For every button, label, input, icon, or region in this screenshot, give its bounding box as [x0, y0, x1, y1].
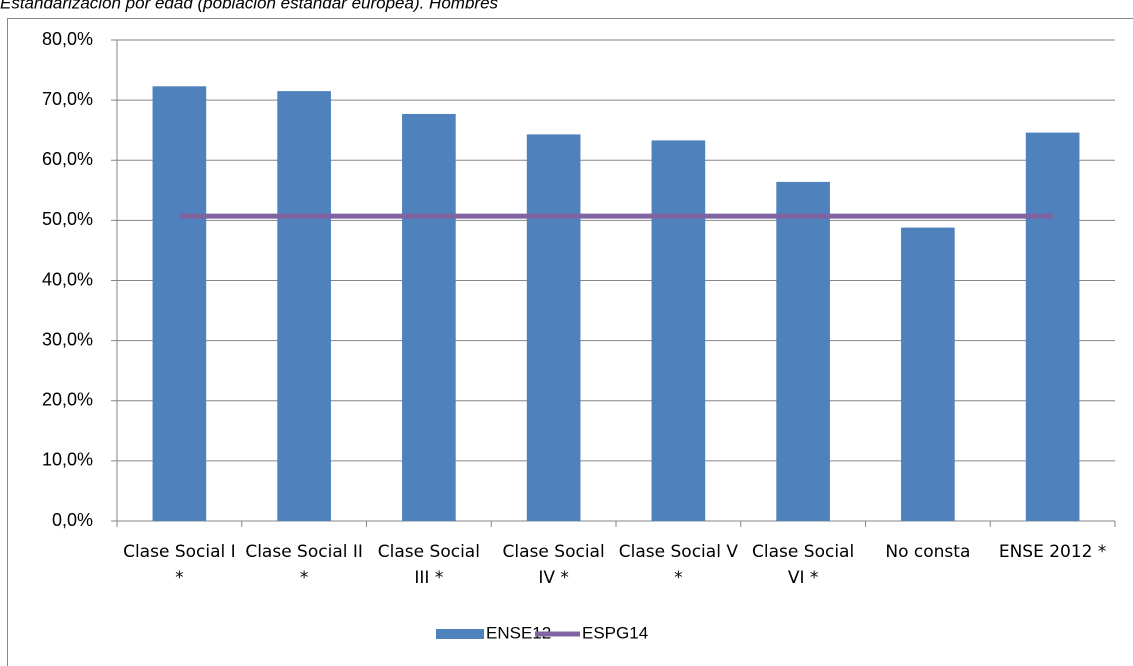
x-tick-label: Clase Social IV * — [502, 542, 605, 588]
bar — [776, 181, 830, 521]
legend-swatch — [436, 629, 484, 639]
x-tick-label: No consta — [885, 542, 971, 562]
y-tick-label: 50,0% — [42, 209, 93, 229]
y-tick-label: 20,0% — [42, 390, 93, 410]
x-tick-label: Clase Social III * — [377, 542, 480, 588]
bar — [901, 227, 955, 521]
x-tick-label: Clase Social VI * — [752, 542, 855, 588]
x-tick-label: Clase Social V * — [618, 542, 738, 588]
bar — [1025, 132, 1080, 521]
bar — [152, 86, 207, 521]
frame — [7, 18, 1133, 666]
legend-label: ESPG14 — [582, 623, 648, 642]
y-tick-label: 0,0% — [52, 510, 93, 530]
y-tick-label: 80,0% — [42, 29, 93, 49]
y-tick-label: 40,0% — [42, 269, 93, 289]
bar — [277, 91, 331, 521]
legend-label: ENSE12 — [486, 623, 551, 642]
y-tick-label: 30,0% — [42, 329, 93, 349]
bar — [651, 140, 706, 521]
y-tick-label: 60,0% — [42, 149, 93, 169]
x-tick-label: ENSE 2012 * — [998, 542, 1107, 562]
x-tick-label: Clase Social II * — [245, 542, 363, 588]
chart-title: Estandarización por edad (población está… — [0, 0, 499, 12]
y-tick-label: 10,0% — [42, 450, 93, 470]
x-tick-label: Clase Social I * — [123, 542, 236, 588]
bar — [526, 134, 581, 522]
y-tick-label: 70,0% — [42, 89, 93, 109]
bar — [402, 113, 456, 522]
